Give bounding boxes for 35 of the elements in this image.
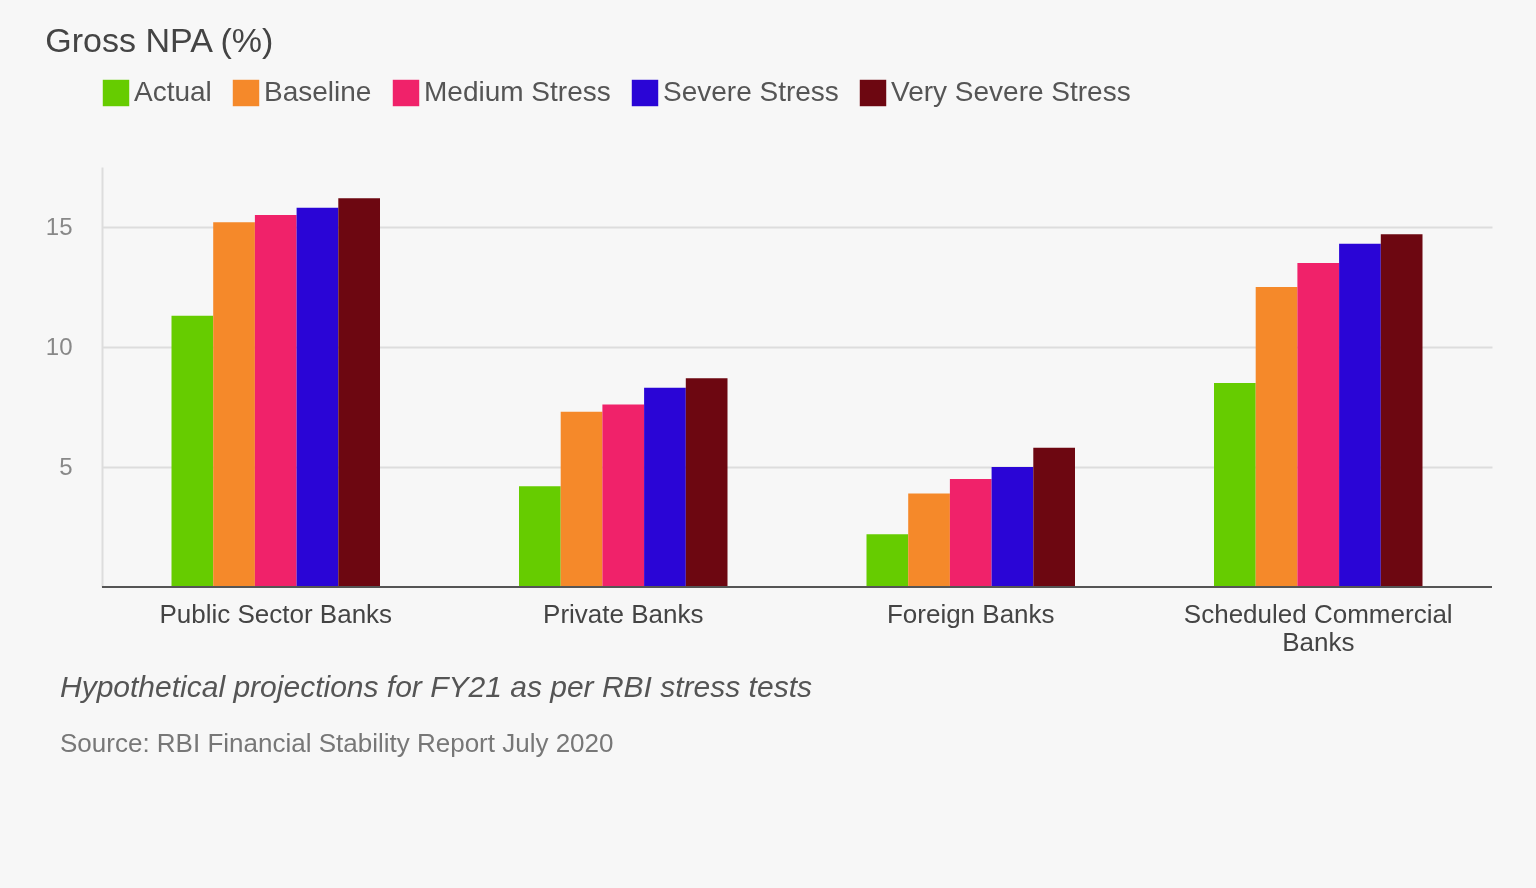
legend-label: Severe Stress — [663, 76, 839, 107]
bar — [644, 387, 686, 587]
y-tick-label: 10 — [45, 332, 73, 360]
bar — [296, 207, 339, 587]
bar — [254, 215, 297, 587]
chart-title: Gross NPA (%) — [45, 21, 274, 59]
text: Hypothetical projections for FY21 as per RBI stress tests — [60, 670, 813, 704]
x-tick-label: Foreign Banks — [886, 598, 1055, 629]
bar — [1214, 383, 1256, 587]
legend-label: Actual — [134, 76, 212, 107]
bar — [908, 493, 950, 587]
bar — [1297, 263, 1340, 587]
bar — [560, 411, 603, 587]
x-tick-label: Public Sector Banks — [159, 598, 393, 629]
y-tick-label: 5 — [59, 452, 73, 480]
y-tick-label: 15 — [45, 212, 73, 240]
bar — [602, 404, 645, 587]
bar — [1380, 234, 1423, 587]
bar — [171, 315, 214, 587]
bar — [685, 378, 728, 587]
legend-label: Medium Stress — [424, 76, 611, 107]
bar — [338, 198, 380, 587]
source-note: Source: RBI Financial Stability Report July 2020 — [60, 728, 615, 759]
bar — [1033, 447, 1075, 587]
bar — [991, 467, 1034, 587]
bar — [949, 479, 992, 587]
x-tick-label: Private Banks — [543, 598, 704, 629]
legend-label: Baseline — [264, 76, 372, 107]
bar — [866, 534, 909, 587]
bar — [1339, 243, 1381, 587]
bar — [1255, 287, 1298, 587]
x-tick-label: Scheduled Commercial Banks — [1183, 598, 1453, 657]
legend-label: Very Severe Stress — [891, 76, 1131, 107]
bar — [519, 486, 561, 587]
bar — [213, 222, 255, 587]
